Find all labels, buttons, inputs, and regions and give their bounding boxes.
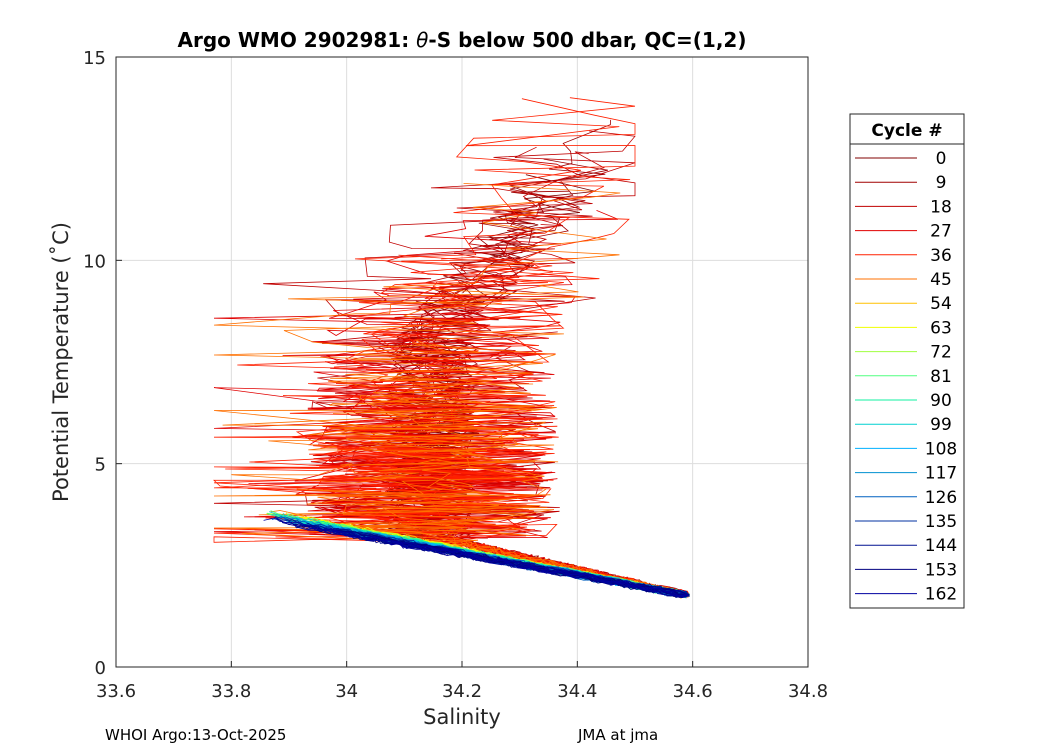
x-axis-label: Salinity [423,705,501,729]
legend-label: 54 [930,294,952,314]
legend-label: 90 [930,391,952,411]
legend-label: 9 [936,173,947,193]
legend-title: Cycle # [871,121,942,141]
x-tick-label: 33.6 [96,681,136,702]
x-tick-label: 33.8 [211,681,251,702]
y-axis-label: Potential Temperature (˚C) [49,222,73,502]
y-tick-label: 5 [95,455,106,476]
legend-label: 63 [930,318,952,338]
legend-label: 72 [930,343,952,363]
legend-label: 135 [925,512,957,532]
x-tick-label: 34.6 [673,681,713,702]
x-tick-label: 34.8 [788,681,828,702]
chart-title: Argo WMO 2902981: θ-S below 500 dbar, QC… [178,28,747,52]
profile-line-cycle-161 [276,518,690,597]
x-tick-label: 34.2 [442,681,482,702]
footer-left: WHOI Argo:13-Oct-2025 [105,726,287,744]
y-tick-label: 0 [95,658,106,679]
x-axis-ticks: 33.6 33.8 34 34.2 34.4 34.6 34.8 [96,661,828,702]
legend-label: 81 [930,367,952,387]
legend-label: 126 [925,488,957,508]
profile-lines [212,97,690,599]
footer-right: JMA at jma [578,726,659,744]
legend-label: 45 [930,270,952,290]
legend-label: 36 [930,246,952,266]
y-tick-label: 10 [83,251,106,272]
legend-box [849,113,965,609]
legend-label: 117 [925,464,957,484]
legend-label: 27 [930,222,952,242]
legend-entries: 0 9 18 27 36 45 54 63 72 81 90 99 108 117 126 135 144 153… [855,149,957,605]
profile-line-cycle-160 [390,540,687,596]
x-tick-label: 34.4 [557,681,597,702]
legend-label: 144 [925,536,957,556]
legend-label: 162 [925,585,957,605]
legend-label: 153 [925,560,957,580]
profile-line-cycle-162 [307,528,690,599]
legend-label: 99 [930,415,952,435]
legend-label: 0 [936,149,947,169]
profile-line-cycle-159 [294,526,689,598]
y-axis-ticks: 0 5 10 15 [83,48,122,679]
y-tick-label: 15 [83,48,106,69]
x-tick-label: 34 [335,681,358,702]
legend-label: 108 [925,439,957,459]
legend-label: 18 [930,197,952,217]
legend: Cycle # 0 9 18 27 36 45 54 63 72 81 90 99 108 117 126 1… [849,113,965,609]
